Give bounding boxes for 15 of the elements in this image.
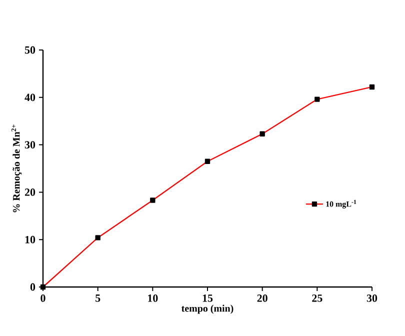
y-tick-label: 50	[24, 46, 36, 54]
x-tick-label: 10	[148, 294, 158, 302]
x-tick-label: 15	[202, 294, 213, 302]
x-tick-label: 20	[257, 294, 268, 302]
y-tick-label: 20	[24, 188, 36, 196]
x-tick-label: 25	[312, 294, 322, 302]
y-tick-label: 0	[30, 283, 36, 291]
x-tick-label: 5	[96, 294, 100, 302]
x-tick-label: 0	[40, 294, 46, 302]
y-tick-label: 10	[25, 236, 36, 244]
y-axis-title: % Remoção de Mn$^{2+}$	[11, 124, 22, 212]
y-tick-label: 40	[24, 94, 36, 102]
x-tick-label: 30	[366, 294, 378, 302]
x-axis-title: tempo (min)	[182, 304, 234, 314]
y-tick-label: 30	[24, 141, 36, 148]
